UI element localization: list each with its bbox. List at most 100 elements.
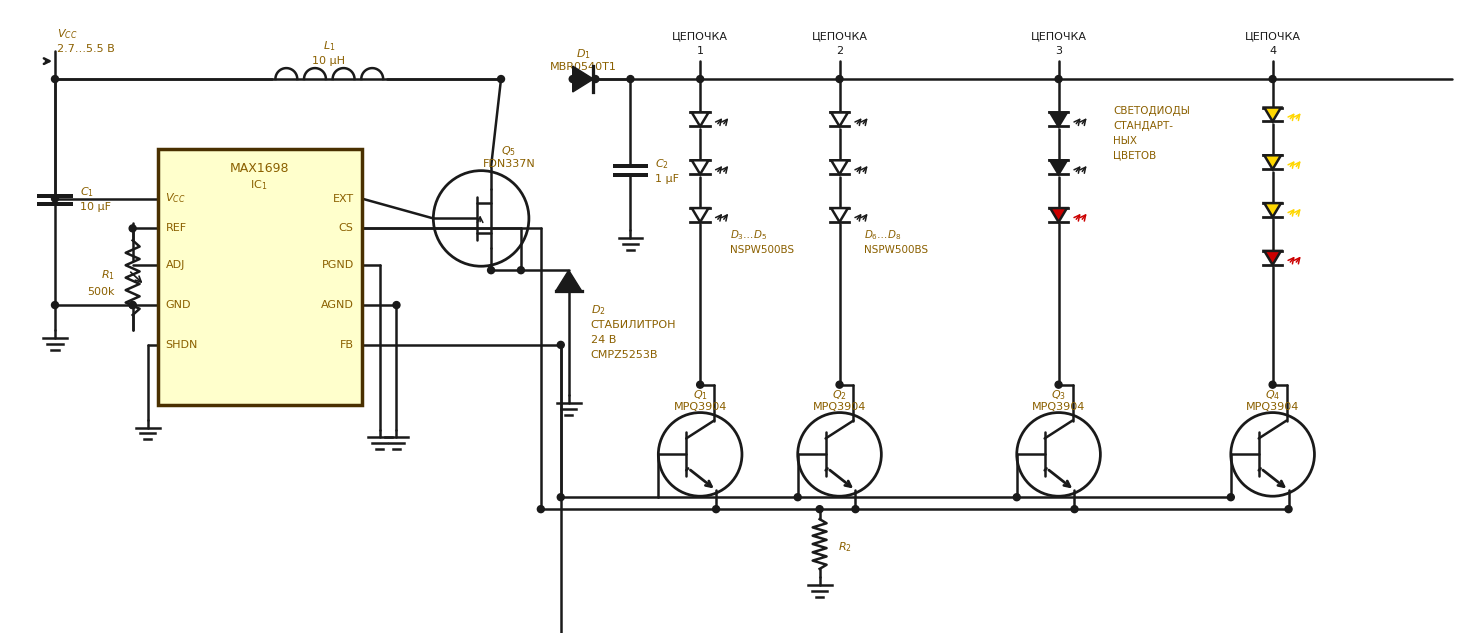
Text: $D_1$: $D_1$ [575, 48, 590, 61]
Text: MAX1698: MAX1698 [229, 162, 289, 175]
Circle shape [129, 302, 136, 309]
Text: 2: 2 [836, 46, 844, 56]
Text: $D_2$: $D_2$ [591, 303, 606, 317]
Circle shape [836, 75, 844, 82]
Circle shape [518, 267, 524, 274]
Circle shape [557, 341, 565, 348]
Polygon shape [1265, 108, 1281, 122]
Polygon shape [692, 112, 709, 126]
Polygon shape [1265, 203, 1281, 217]
Text: 10 μF: 10 μF [79, 202, 111, 212]
Text: MPQ3904: MPQ3904 [813, 401, 866, 411]
Circle shape [794, 494, 801, 501]
Circle shape [836, 381, 844, 388]
Text: 1: 1 [697, 46, 704, 56]
Text: ЦЕПОЧКА: ЦЕПОЧКА [1244, 31, 1301, 41]
Circle shape [129, 225, 136, 232]
Text: ADJ: ADJ [166, 260, 185, 270]
Polygon shape [1050, 160, 1067, 174]
Circle shape [497, 75, 505, 82]
Circle shape [591, 75, 599, 82]
Text: 1 μF: 1 μF [656, 174, 679, 184]
Text: $C_1$: $C_1$ [79, 186, 94, 200]
Polygon shape [1050, 208, 1067, 222]
Text: MPQ3904: MPQ3904 [1245, 401, 1300, 411]
Circle shape [1014, 494, 1020, 501]
Text: CMPZ5253B: CMPZ5253B [591, 350, 659, 360]
Text: ЦВЕТОВ: ЦВЕТОВ [1113, 151, 1156, 160]
Text: СТАНДАРТ-: СТАНДАРТ- [1113, 121, 1174, 131]
Text: EXT: EXT [333, 193, 354, 204]
Polygon shape [1050, 112, 1067, 126]
Circle shape [697, 75, 704, 82]
Text: СТАБИЛИТРОН: СТАБИЛИТРОН [591, 320, 676, 330]
Text: REF: REF [166, 223, 186, 233]
Text: CS: CS [339, 223, 354, 233]
Circle shape [1269, 381, 1276, 388]
Text: IC$_1$: IC$_1$ [251, 179, 268, 193]
Text: PGND: PGND [321, 260, 354, 270]
Text: MPQ3904: MPQ3904 [673, 401, 726, 411]
Circle shape [51, 195, 59, 202]
Text: GND: GND [166, 300, 191, 310]
Polygon shape [1265, 155, 1281, 169]
Circle shape [569, 75, 577, 82]
Circle shape [852, 506, 860, 513]
Circle shape [697, 381, 704, 388]
Bar [157, 149, 362, 404]
Text: 500k: 500k [87, 287, 114, 297]
Text: 3: 3 [1055, 46, 1062, 56]
Circle shape [1228, 494, 1234, 501]
Polygon shape [692, 208, 709, 222]
Polygon shape [832, 112, 848, 126]
Polygon shape [1265, 251, 1281, 265]
Text: MPQ3904: MPQ3904 [1031, 401, 1086, 411]
Circle shape [393, 302, 400, 309]
Text: ЦЕПОЧКА: ЦЕПОЧКА [811, 31, 867, 41]
Polygon shape [832, 208, 848, 222]
Circle shape [1071, 506, 1078, 513]
Text: MBR0540T1: MBR0540T1 [550, 62, 616, 72]
Circle shape [129, 302, 136, 309]
Text: ЦЕПОЧКА: ЦЕПОЧКА [1031, 31, 1087, 41]
Text: СВЕТОДИОДЫ: СВЕТОДИОДЫ [1113, 106, 1190, 116]
Text: $Q_3$: $Q_3$ [1050, 388, 1067, 401]
Circle shape [1055, 75, 1062, 82]
Text: FDN337N: FDN337N [483, 158, 535, 169]
Circle shape [557, 494, 565, 501]
Text: 4: 4 [1269, 46, 1276, 56]
Text: $Q_1$: $Q_1$ [692, 388, 707, 401]
Circle shape [816, 506, 823, 513]
Text: $V_{CC}$: $V_{CC}$ [57, 27, 78, 41]
Text: $Q_5$: $Q_5$ [502, 144, 516, 158]
Text: SHDN: SHDN [166, 340, 198, 350]
Text: $C_2$: $C_2$ [656, 157, 669, 171]
Circle shape [51, 302, 59, 309]
Polygon shape [832, 160, 848, 174]
Text: $R_2$: $R_2$ [838, 540, 851, 554]
Text: AGND: AGND [321, 300, 354, 310]
Circle shape [51, 75, 59, 82]
Text: FB: FB [340, 340, 354, 350]
Text: 24 В: 24 В [591, 335, 616, 345]
Text: 2.7…5.5 В: 2.7…5.5 В [57, 44, 114, 54]
Circle shape [1269, 75, 1276, 82]
Polygon shape [692, 160, 709, 174]
Polygon shape [572, 66, 594, 92]
Circle shape [1055, 381, 1062, 388]
Text: $D_3$…$D_5$: $D_3$…$D_5$ [731, 228, 767, 242]
Text: NSPW500BS: NSPW500BS [864, 245, 929, 256]
Text: NSPW500BS: NSPW500BS [731, 245, 794, 256]
Text: $L_1$: $L_1$ [323, 39, 334, 53]
Text: ЦЕПОЧКА: ЦЕПОЧКА [672, 31, 728, 41]
Circle shape [626, 75, 634, 82]
Circle shape [1285, 506, 1292, 513]
Text: $V_{CC}$: $V_{CC}$ [166, 191, 186, 205]
Circle shape [537, 506, 544, 513]
Polygon shape [556, 270, 582, 291]
Text: НЫХ: НЫХ [1113, 136, 1137, 146]
Text: $Q_4$: $Q_4$ [1265, 388, 1281, 401]
Text: $D_6$…$D_8$: $D_6$…$D_8$ [864, 228, 902, 242]
Text: $R_1$: $R_1$ [101, 268, 114, 282]
Text: $Q_2$: $Q_2$ [832, 388, 846, 401]
